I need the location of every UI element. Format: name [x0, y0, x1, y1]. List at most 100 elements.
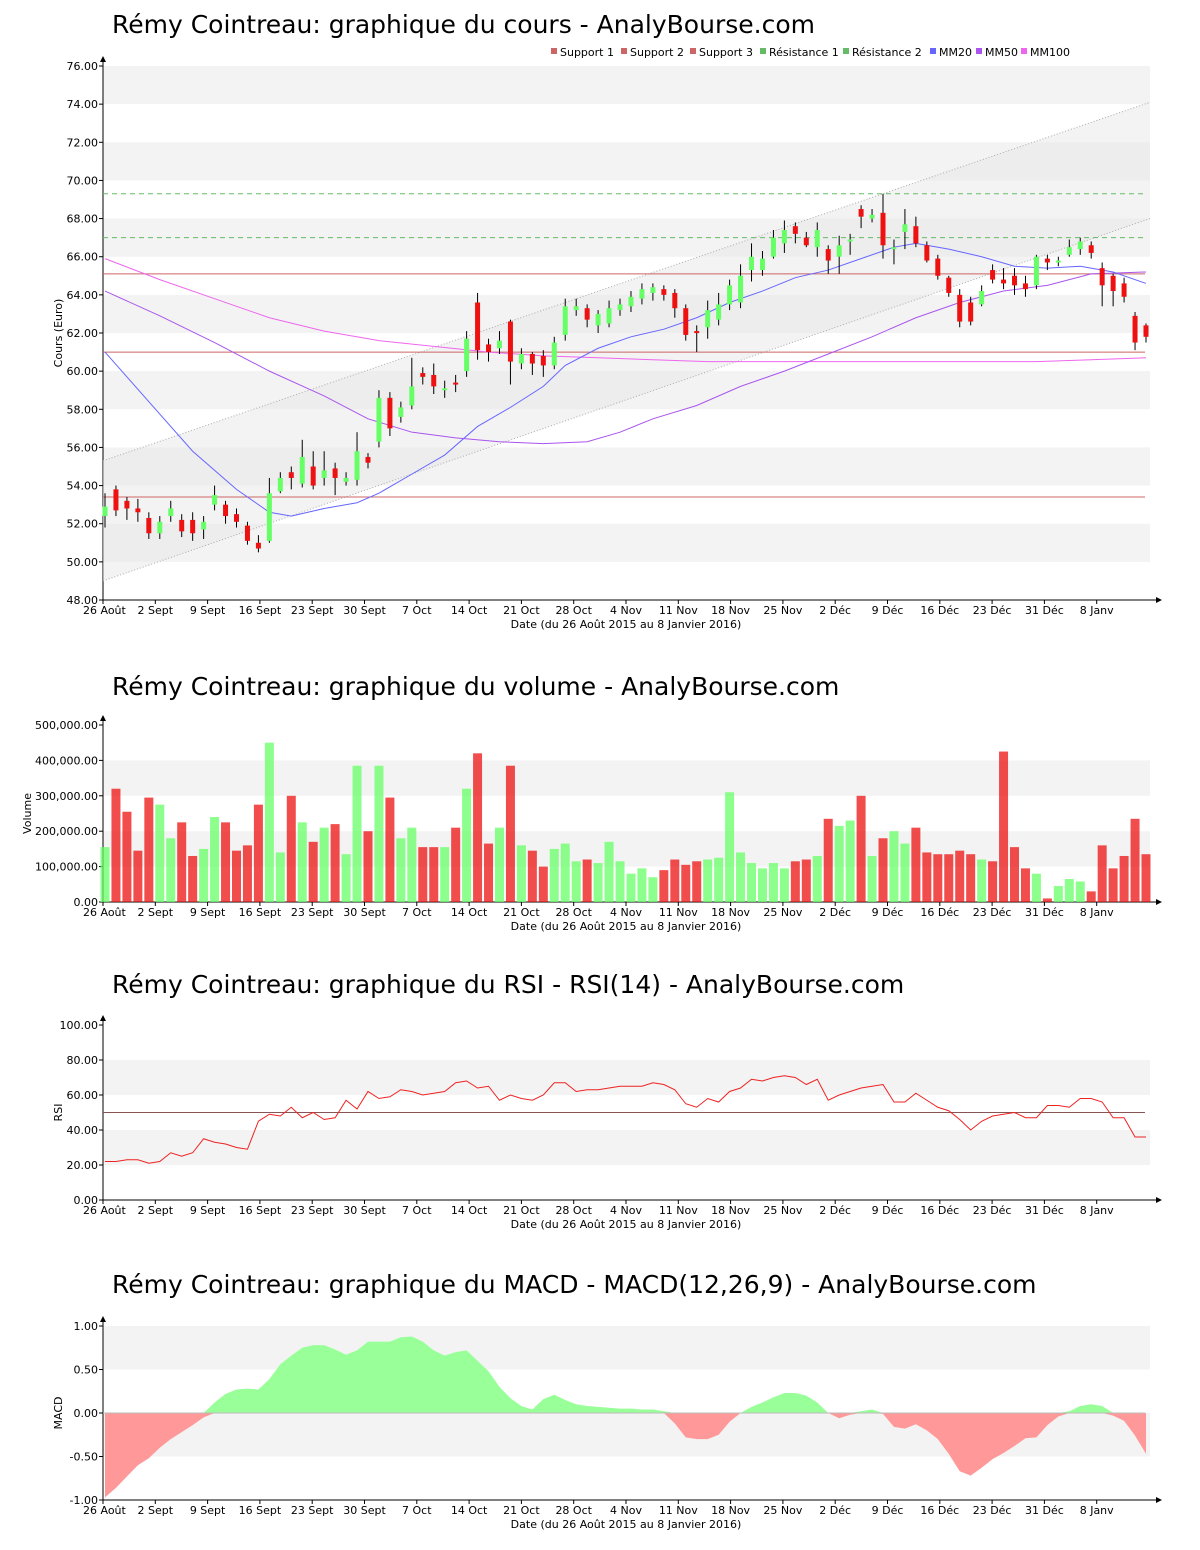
volume-bar: [155, 804, 165, 902]
volume-bar: [407, 827, 417, 902]
volume-bar: [1064, 878, 1074, 902]
candle-body: [277, 477, 283, 492]
volume-bar: [396, 838, 406, 902]
candle-body: [814, 230, 820, 248]
x-tick-label: 30 Sept: [343, 1504, 386, 1517]
x-tick-label: 14 Oct: [451, 1504, 488, 1517]
candle-body: [716, 304, 722, 320]
volume-bar: [714, 857, 724, 902]
volume-bar: [571, 861, 581, 902]
y-axis-arrow: [100, 715, 106, 721]
candle-body: [398, 407, 404, 417]
candle-body: [902, 224, 908, 232]
volume-bar: [549, 848, 559, 902]
x-tick-label: 8 Janv: [1080, 906, 1114, 919]
y-tick-label: 56.00: [67, 441, 99, 454]
volume-bar: [429, 847, 439, 902]
y-axis-arrow: [100, 1316, 106, 1322]
y-tick-label: 80.00: [67, 1054, 99, 1067]
x-tick-label: 28 Oct: [555, 604, 592, 617]
x-tick-label: 23 Déc: [973, 1504, 1012, 1517]
grid-band: [103, 1130, 1150, 1165]
volume-bar: [867, 855, 877, 902]
y-tick-label: 50.00: [67, 556, 99, 569]
x-tick-label: 16 Déc: [920, 1504, 959, 1517]
candle-body: [825, 249, 831, 261]
candle-body: [935, 258, 941, 276]
volume-bar: [856, 795, 866, 902]
x-axis-title: Date (du 26 Août 2015 au 8 Janvier 2016): [511, 1518, 742, 1531]
volume-bar: [1086, 891, 1096, 902]
x-tick-label: 23 Déc: [973, 604, 1012, 617]
volume-bar: [363, 831, 373, 902]
y-axis-arrow: [100, 56, 106, 62]
x-tick-label: 30 Sept: [343, 906, 386, 919]
volume-bar: [834, 825, 844, 902]
volume-bar: [264, 742, 274, 902]
x-tick-label: 16 Déc: [920, 604, 959, 617]
price-chart-title: Rémy Cointreau: graphique du cours - Ana…: [112, 10, 815, 39]
volume-bar: [538, 866, 548, 902]
y-axis-title: Cours (Euro): [52, 299, 65, 368]
volume-bar: [122, 811, 132, 902]
y-tick-label: 0.00: [74, 1194, 99, 1207]
x-tick-label: 9 Sept: [190, 1204, 226, 1217]
volume-bar: [604, 841, 614, 902]
y-tick-label: 48.00: [67, 594, 99, 607]
volume-bar: [505, 765, 515, 902]
candle-body: [595, 313, 601, 326]
candle-body: [420, 373, 426, 377]
candle-body: [540, 355, 546, 366]
volume-bar: [768, 863, 778, 902]
candle-body: [190, 519, 196, 534]
x-tick-label: 8 Janv: [1080, 604, 1114, 617]
candle-body: [946, 277, 952, 293]
x-tick-label: 26 Août: [83, 906, 127, 919]
volume-bar: [615, 861, 625, 902]
legend-label: Support 2: [630, 46, 684, 59]
candle-body: [979, 291, 985, 305]
grid-band: [103, 523, 1150, 562]
volume-bar: [812, 855, 822, 902]
x-tick-label: 16 Sept: [239, 1504, 282, 1517]
candle-body: [321, 470, 327, 478]
x-tick-label: 21 Oct: [503, 604, 540, 617]
candle-body: [113, 489, 119, 511]
candle-body: [639, 289, 645, 299]
volume-bar: [922, 852, 932, 902]
candle-body: [212, 495, 218, 505]
x-tick-label: 26 Août: [83, 604, 127, 617]
candle-body: [1099, 268, 1105, 286]
candle-body: [409, 386, 415, 406]
x-tick-label: 25 Nov: [763, 906, 802, 919]
x-axis-title: Date (du 26 Août 2015 au 8 Janvier 2016): [511, 920, 742, 933]
candle-body: [1132, 315, 1138, 343]
volume-bar: [286, 795, 296, 902]
candle-body: [727, 285, 733, 305]
candle-body: [1077, 241, 1083, 250]
candle-body: [146, 517, 152, 534]
candle-body: [792, 226, 798, 234]
volume-bar: [582, 859, 592, 902]
volume-bar: [1141, 854, 1151, 902]
y-tick-label: 0.50: [74, 1364, 99, 1377]
x-tick-label: 11 Nov: [659, 1504, 698, 1517]
volume-bar: [451, 827, 461, 902]
x-tick-label: 28 Oct: [555, 1204, 592, 1217]
volume-bar: [1053, 886, 1063, 902]
candle-body: [310, 466, 316, 486]
x-axis-arrow: [1156, 597, 1162, 603]
x-tick-label: 16 Sept: [239, 1204, 282, 1217]
candle-body: [507, 321, 513, 362]
volume-bar: [801, 859, 811, 902]
volume-bar: [527, 850, 537, 902]
volume-bar: [1130, 818, 1140, 902]
y-axis-arrow: [100, 1015, 106, 1021]
mm20-line: [104, 242, 1147, 517]
volume-bar: [659, 870, 669, 902]
y-tick-label: 60.00: [67, 365, 99, 378]
x-tick-label: 7 Oct: [402, 604, 432, 617]
x-tick-label: 9 Sept: [190, 604, 226, 617]
volume-bar: [111, 788, 121, 902]
volume-bar: [736, 852, 746, 902]
